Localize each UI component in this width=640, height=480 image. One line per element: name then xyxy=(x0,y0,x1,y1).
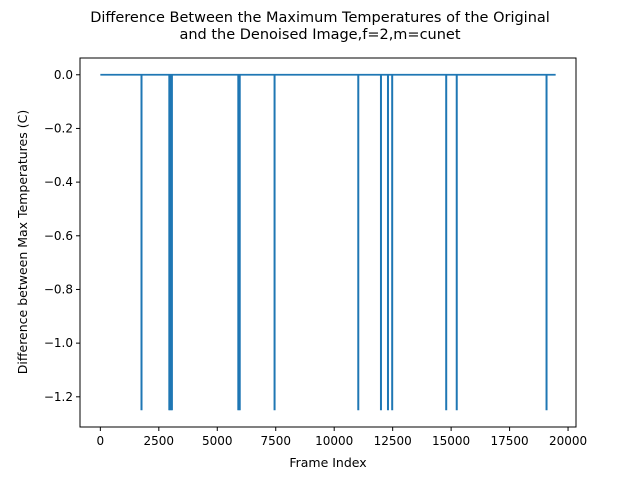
y-tick-label: −0.8 xyxy=(44,282,73,296)
x-tick-label: 15000 xyxy=(432,434,470,448)
chart-title-line-2: and the Denoised Image,f=2,m=cunet xyxy=(179,27,460,43)
chart-title-line-1: Difference Between the Maximum Temperatu… xyxy=(90,10,550,26)
x-tick-label: 17500 xyxy=(490,434,528,448)
plot-frame xyxy=(79,57,577,428)
y-tick-label: 0.0 xyxy=(54,68,73,82)
x-tick-label: 5000 xyxy=(202,434,233,448)
x-tick-label: 12500 xyxy=(374,434,412,448)
x-axis-label: Frame Index xyxy=(289,455,366,470)
y-tick-label: −0.2 xyxy=(44,121,73,135)
x-tick-label: 0 xyxy=(97,434,105,448)
y-axis-label: Difference between Max Temperatures (C) xyxy=(15,110,30,374)
x-tick-label: 20000 xyxy=(549,434,587,448)
y-tick-label: −1.2 xyxy=(44,390,73,404)
x-tick-label: 10000 xyxy=(315,434,353,448)
x-axis-ticks: 0 2500 5000 7500 10000 12500 15000 17500 20000 xyxy=(97,427,587,448)
x-tick-label: 7500 xyxy=(260,434,291,448)
y-axis-ticks: 0.0 −0.2 −0.4 −0.6 −0.8 −1.0 −1.2 xyxy=(44,68,80,404)
plot-series xyxy=(100,73,556,411)
y-tick-label: −0.6 xyxy=(44,229,73,243)
x-tick-label: 2500 xyxy=(144,434,175,448)
y-tick-label: −0.4 xyxy=(44,175,73,189)
y-tick-label: −1.0 xyxy=(44,336,73,350)
